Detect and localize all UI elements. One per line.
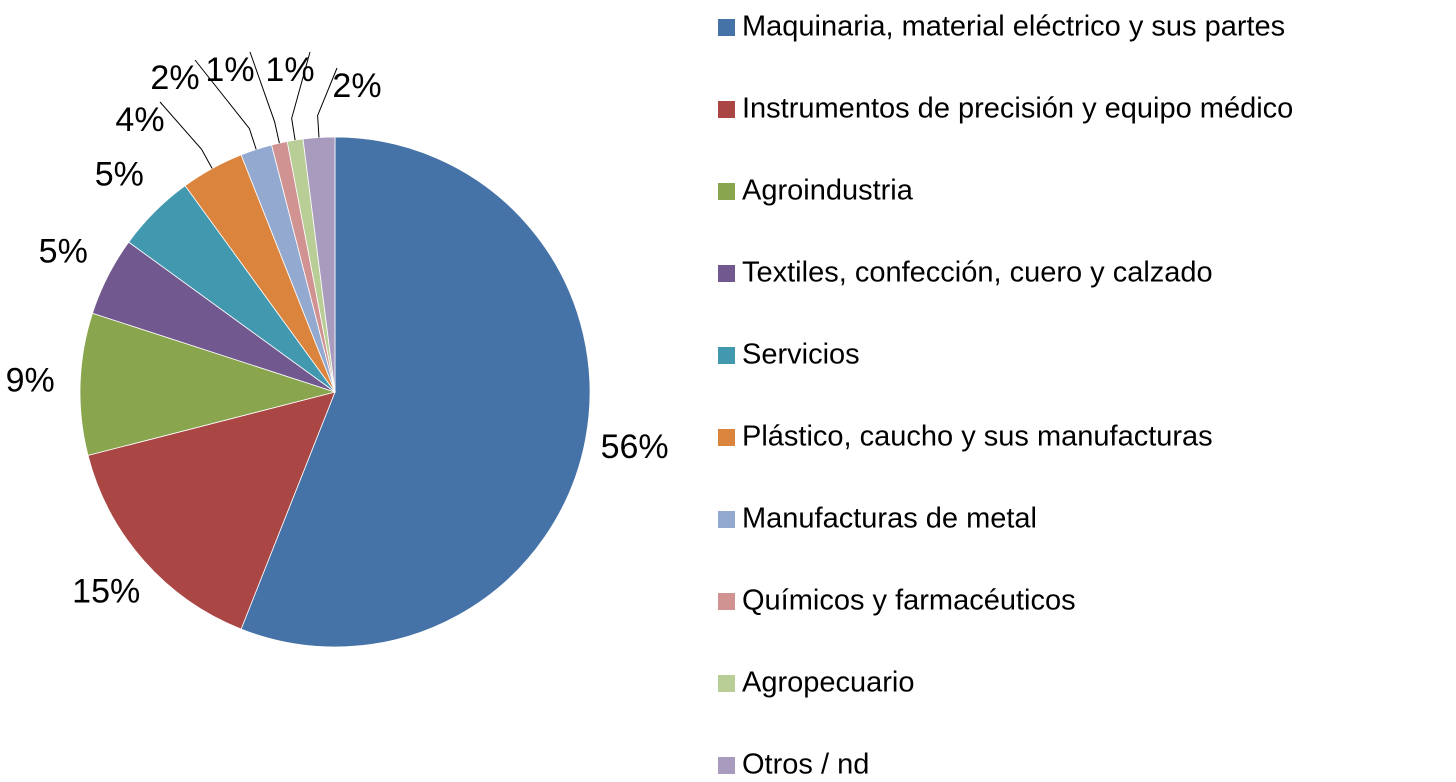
legend-label: Maquinaria, material eléctrico y sus par…	[742, 11, 1285, 43]
legend-label: Instrumentos de precisión y equipo médic…	[742, 93, 1293, 125]
leader-line	[291, 51, 311, 141]
leader-line	[159, 101, 213, 169]
pie-slice	[240, 136, 591, 648]
legend-swatch	[718, 183, 735, 200]
legend-label: Agropecuario	[742, 667, 915, 699]
pie-slice	[79, 312, 337, 456]
legend-swatch	[718, 593, 735, 610]
data-label: 9%	[6, 361, 55, 399]
legend-swatch	[718, 19, 735, 36]
pie-slice	[302, 136, 336, 393]
data-label: 56%	[601, 428, 669, 466]
data-label: 5%	[39, 233, 88, 271]
legend-swatch	[718, 511, 735, 528]
legend-swatch	[718, 757, 735, 774]
leader-line	[249, 51, 280, 144]
data-label: 2%	[150, 59, 199, 97]
legend-label: Textiles, confección, cuero y calzado	[742, 257, 1213, 289]
leader-line	[194, 59, 257, 150]
data-label: 5%	[95, 155, 144, 193]
legend-label: Agroindustria	[742, 175, 914, 207]
legend-label: Servicios	[742, 339, 860, 371]
legend-label: Otros / nd	[742, 749, 869, 781]
leader-line	[317, 67, 338, 138]
legend-label: Químicos y farmacéuticos	[742, 585, 1076, 617]
legend-swatch	[718, 347, 735, 364]
data-label: 4%	[115, 101, 164, 139]
legend-label: Manufacturas de metal	[742, 503, 1037, 535]
pie-slice	[87, 391, 336, 630]
legend-label: Plástico, caucho y sus manufacturas	[742, 421, 1213, 453]
data-label: 1%	[265, 51, 314, 89]
legend-swatch	[718, 429, 735, 446]
data-label: 2%	[332, 67, 381, 105]
data-label: 15%	[72, 573, 140, 611]
legend-swatch	[718, 101, 735, 118]
legend-swatch	[718, 265, 735, 282]
data-label: 1%	[205, 51, 254, 89]
legend-swatch	[718, 675, 735, 692]
